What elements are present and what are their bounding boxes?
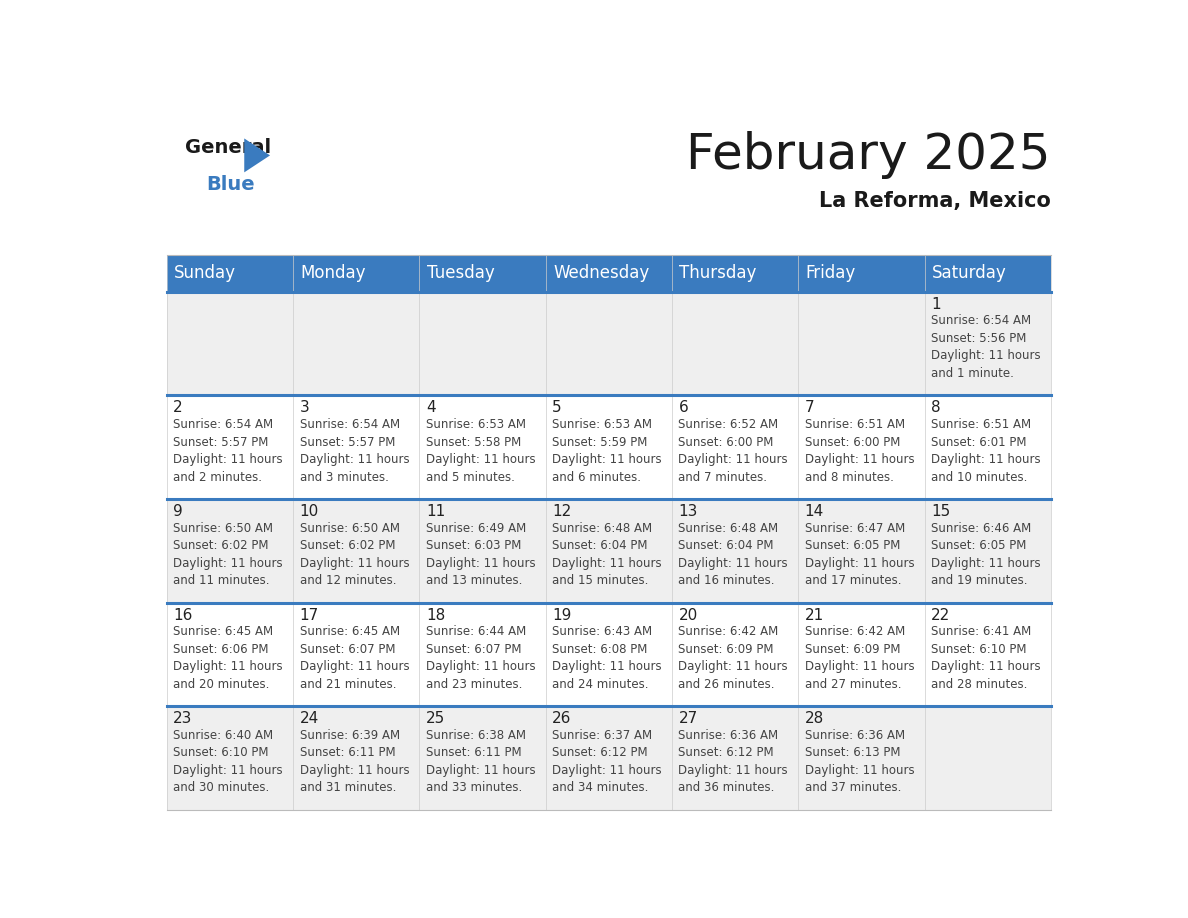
Text: General: General — [185, 139, 271, 157]
Text: 7: 7 — [804, 400, 814, 416]
Text: Sunrise: 6:40 AM
Sunset: 6:10 PM
Daylight: 11 hours
and 30 minutes.: Sunrise: 6:40 AM Sunset: 6:10 PM Dayligh… — [173, 729, 283, 794]
Text: 27: 27 — [678, 711, 697, 726]
Bar — [166, 603, 1051, 706]
Text: Sunrise: 6:49 AM
Sunset: 6:03 PM
Daylight: 11 hours
and 13 minutes.: Sunrise: 6:49 AM Sunset: 6:03 PM Dayligh… — [425, 521, 536, 588]
Text: 26: 26 — [552, 711, 571, 726]
Bar — [166, 255, 1051, 292]
Text: Sunrise: 6:39 AM
Sunset: 6:11 PM
Daylight: 11 hours
and 31 minutes.: Sunrise: 6:39 AM Sunset: 6:11 PM Dayligh… — [299, 729, 409, 794]
Text: Sunrise: 6:46 AM
Sunset: 6:05 PM
Daylight: 11 hours
and 19 minutes.: Sunrise: 6:46 AM Sunset: 6:05 PM Dayligh… — [931, 521, 1041, 588]
Text: 28: 28 — [804, 711, 824, 726]
Text: 4: 4 — [425, 400, 436, 416]
Text: Sunrise: 6:41 AM
Sunset: 6:10 PM
Daylight: 11 hours
and 28 minutes.: Sunrise: 6:41 AM Sunset: 6:10 PM Dayligh… — [931, 625, 1041, 691]
Text: Monday: Monday — [301, 264, 366, 283]
Text: 6: 6 — [678, 400, 688, 416]
Text: 18: 18 — [425, 608, 446, 622]
Text: Sunrise: 6:51 AM
Sunset: 6:01 PM
Daylight: 11 hours
and 10 minutes.: Sunrise: 6:51 AM Sunset: 6:01 PM Dayligh… — [931, 418, 1041, 484]
Text: Sunrise: 6:44 AM
Sunset: 6:07 PM
Daylight: 11 hours
and 23 minutes.: Sunrise: 6:44 AM Sunset: 6:07 PM Dayligh… — [425, 625, 536, 691]
Text: Sunrise: 6:54 AM
Sunset: 5:57 PM
Daylight: 11 hours
and 2 minutes.: Sunrise: 6:54 AM Sunset: 5:57 PM Dayligh… — [173, 418, 283, 484]
Bar — [166, 292, 1051, 396]
Text: Sunrise: 6:51 AM
Sunset: 6:00 PM
Daylight: 11 hours
and 8 minutes.: Sunrise: 6:51 AM Sunset: 6:00 PM Dayligh… — [804, 418, 915, 484]
Text: Sunrise: 6:38 AM
Sunset: 6:11 PM
Daylight: 11 hours
and 33 minutes.: Sunrise: 6:38 AM Sunset: 6:11 PM Dayligh… — [425, 729, 536, 794]
Text: 21: 21 — [804, 608, 824, 622]
Text: Sunday: Sunday — [175, 264, 236, 283]
Text: 3: 3 — [299, 400, 309, 416]
Text: 23: 23 — [173, 711, 192, 726]
Text: Sunrise: 6:54 AM
Sunset: 5:57 PM
Daylight: 11 hours
and 3 minutes.: Sunrise: 6:54 AM Sunset: 5:57 PM Dayligh… — [299, 418, 409, 484]
Text: Sunrise: 6:50 AM
Sunset: 6:02 PM
Daylight: 11 hours
and 12 minutes.: Sunrise: 6:50 AM Sunset: 6:02 PM Dayligh… — [299, 521, 409, 588]
Text: Sunrise: 6:37 AM
Sunset: 6:12 PM
Daylight: 11 hours
and 34 minutes.: Sunrise: 6:37 AM Sunset: 6:12 PM Dayligh… — [552, 729, 662, 794]
Text: 16: 16 — [173, 608, 192, 622]
Text: 1: 1 — [931, 297, 941, 312]
Text: 13: 13 — [678, 504, 697, 519]
Text: Sunrise: 6:43 AM
Sunset: 6:08 PM
Daylight: 11 hours
and 24 minutes.: Sunrise: 6:43 AM Sunset: 6:08 PM Dayligh… — [552, 625, 662, 691]
Text: Sunrise: 6:36 AM
Sunset: 6:12 PM
Daylight: 11 hours
and 36 minutes.: Sunrise: 6:36 AM Sunset: 6:12 PM Dayligh… — [678, 729, 788, 794]
Bar — [166, 499, 1051, 603]
Text: 12: 12 — [552, 504, 571, 519]
Text: 22: 22 — [931, 608, 950, 622]
Text: 5: 5 — [552, 400, 562, 416]
Text: 11: 11 — [425, 504, 446, 519]
Text: Sunrise: 6:53 AM
Sunset: 5:59 PM
Daylight: 11 hours
and 6 minutes.: Sunrise: 6:53 AM Sunset: 5:59 PM Dayligh… — [552, 418, 662, 484]
Text: Sunrise: 6:50 AM
Sunset: 6:02 PM
Daylight: 11 hours
and 11 minutes.: Sunrise: 6:50 AM Sunset: 6:02 PM Dayligh… — [173, 521, 283, 588]
Text: 10: 10 — [299, 504, 318, 519]
Text: Saturday: Saturday — [931, 264, 1006, 283]
Text: 2: 2 — [173, 400, 183, 416]
Text: Sunrise: 6:47 AM
Sunset: 6:05 PM
Daylight: 11 hours
and 17 minutes.: Sunrise: 6:47 AM Sunset: 6:05 PM Dayligh… — [804, 521, 915, 588]
Text: 9: 9 — [173, 504, 183, 519]
Text: 8: 8 — [931, 400, 941, 416]
Text: Sunrise: 6:36 AM
Sunset: 6:13 PM
Daylight: 11 hours
and 37 minutes.: Sunrise: 6:36 AM Sunset: 6:13 PM Dayligh… — [804, 729, 915, 794]
Text: Friday: Friday — [805, 264, 855, 283]
Text: Sunrise: 6:42 AM
Sunset: 6:09 PM
Daylight: 11 hours
and 27 minutes.: Sunrise: 6:42 AM Sunset: 6:09 PM Dayligh… — [804, 625, 915, 691]
Text: Sunrise: 6:48 AM
Sunset: 6:04 PM
Daylight: 11 hours
and 15 minutes.: Sunrise: 6:48 AM Sunset: 6:04 PM Dayligh… — [552, 521, 662, 588]
Text: 14: 14 — [804, 504, 824, 519]
Text: Sunrise: 6:52 AM
Sunset: 6:00 PM
Daylight: 11 hours
and 7 minutes.: Sunrise: 6:52 AM Sunset: 6:00 PM Dayligh… — [678, 418, 788, 484]
Text: Sunrise: 6:54 AM
Sunset: 5:56 PM
Daylight: 11 hours
and 1 minute.: Sunrise: 6:54 AM Sunset: 5:56 PM Dayligh… — [931, 315, 1041, 380]
Text: 20: 20 — [678, 608, 697, 622]
Bar — [166, 706, 1051, 810]
Text: 25: 25 — [425, 711, 446, 726]
Polygon shape — [245, 139, 270, 173]
Text: Tuesday: Tuesday — [426, 264, 494, 283]
Text: 17: 17 — [299, 608, 318, 622]
Text: Sunrise: 6:53 AM
Sunset: 5:58 PM
Daylight: 11 hours
and 5 minutes.: Sunrise: 6:53 AM Sunset: 5:58 PM Dayligh… — [425, 418, 536, 484]
Text: Thursday: Thursday — [680, 264, 757, 283]
Text: 24: 24 — [299, 711, 318, 726]
Text: Wednesday: Wednesday — [554, 264, 650, 283]
Text: La Reforma, Mexico: La Reforma, Mexico — [819, 192, 1051, 211]
Text: Sunrise: 6:42 AM
Sunset: 6:09 PM
Daylight: 11 hours
and 26 minutes.: Sunrise: 6:42 AM Sunset: 6:09 PM Dayligh… — [678, 625, 788, 691]
Text: 19: 19 — [552, 608, 571, 622]
Bar — [166, 396, 1051, 499]
Text: 15: 15 — [931, 504, 950, 519]
Text: February 2025: February 2025 — [687, 131, 1051, 179]
Text: Sunrise: 6:45 AM
Sunset: 6:06 PM
Daylight: 11 hours
and 20 minutes.: Sunrise: 6:45 AM Sunset: 6:06 PM Dayligh… — [173, 625, 283, 691]
Text: Sunrise: 6:45 AM
Sunset: 6:07 PM
Daylight: 11 hours
and 21 minutes.: Sunrise: 6:45 AM Sunset: 6:07 PM Dayligh… — [299, 625, 409, 691]
Text: Blue: Blue — [207, 175, 255, 195]
Text: Sunrise: 6:48 AM
Sunset: 6:04 PM
Daylight: 11 hours
and 16 minutes.: Sunrise: 6:48 AM Sunset: 6:04 PM Dayligh… — [678, 521, 788, 588]
